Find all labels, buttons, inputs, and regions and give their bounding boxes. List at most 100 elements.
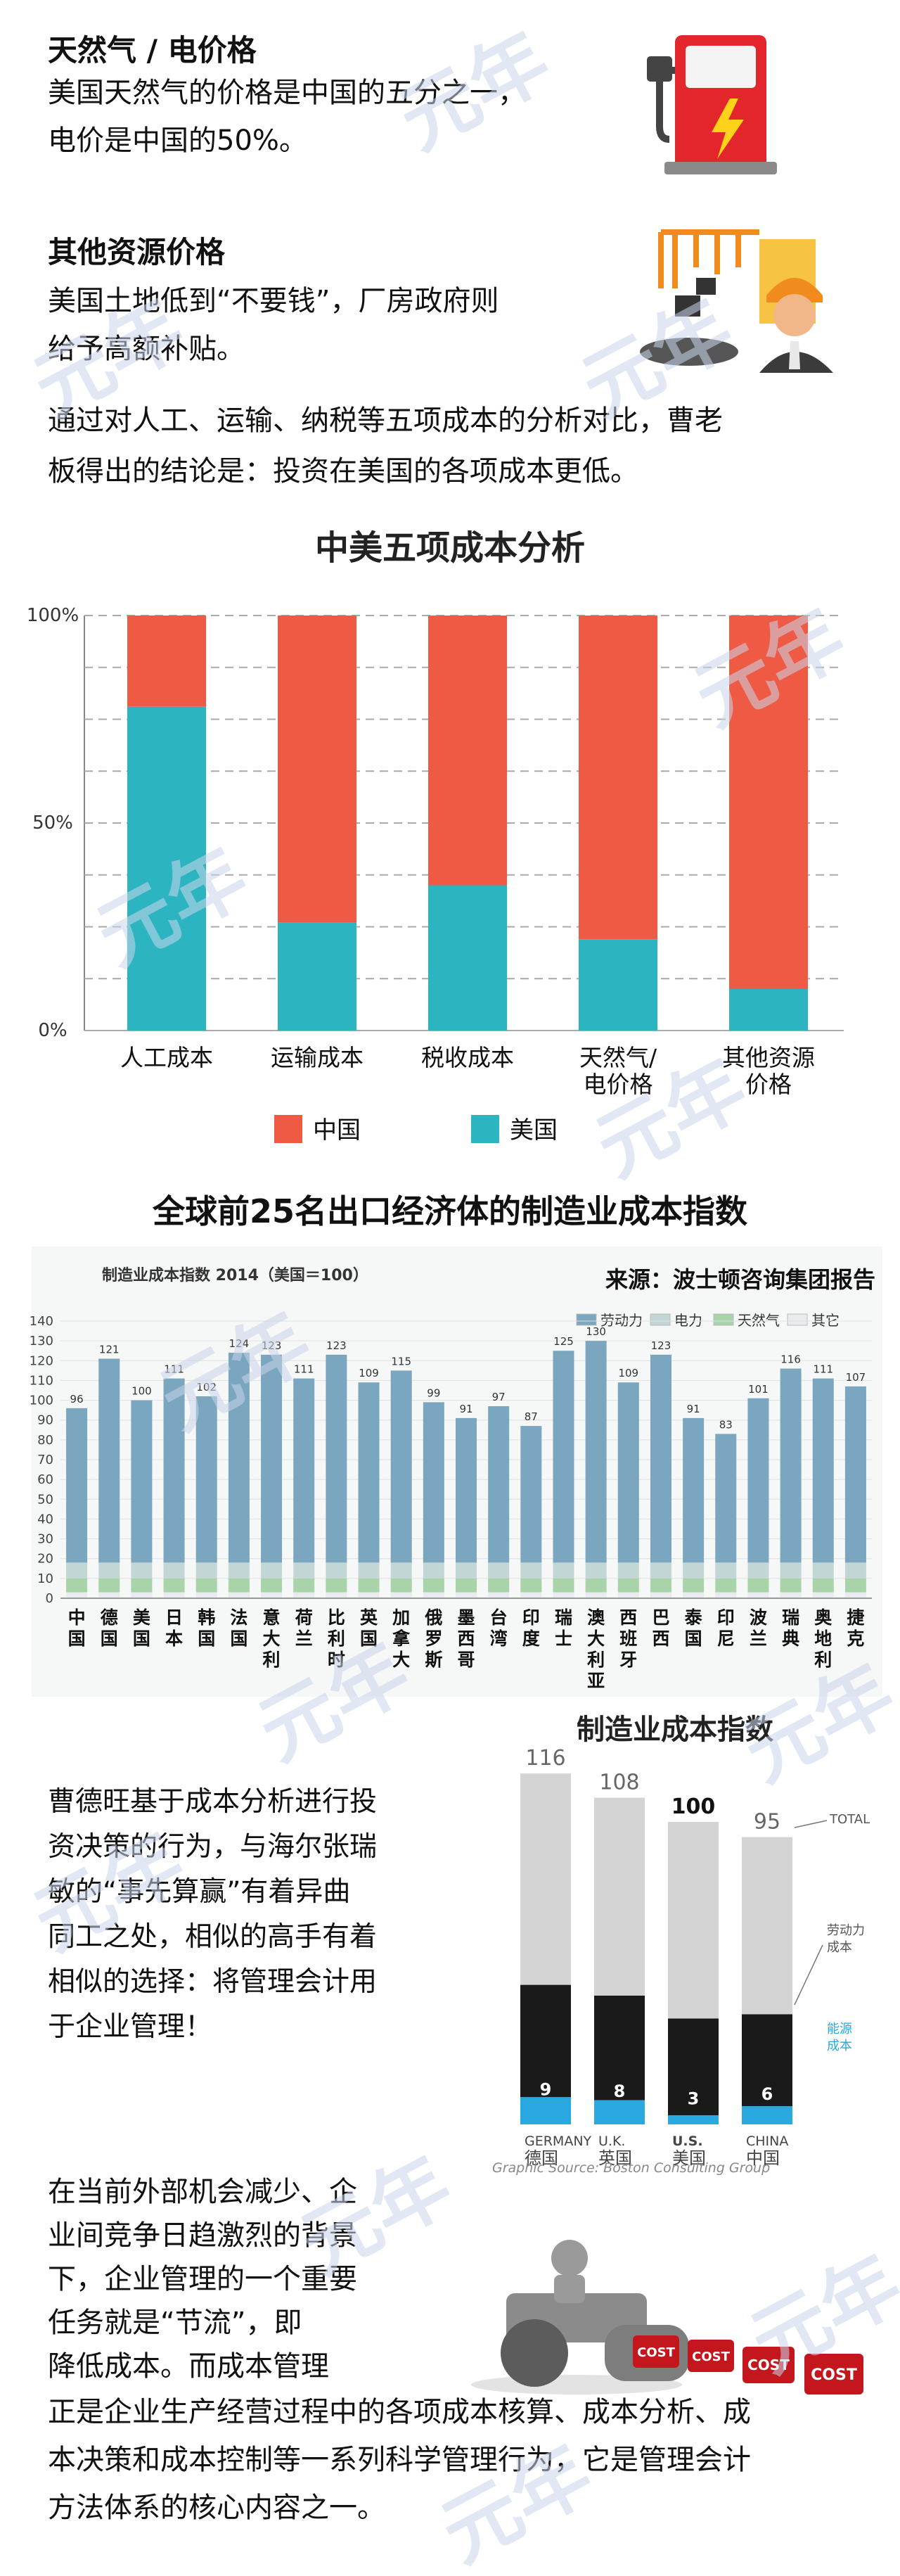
bar-segment-electricity — [228, 1562, 250, 1579]
x-tick-label-zh: 英国 — [598, 2148, 632, 2168]
bar-value-label: 99 — [427, 1386, 440, 1399]
bar-segment-labor — [66, 1408, 88, 1563]
bar-segment-other — [66, 1592, 88, 1598]
y-tick-label: 80 — [37, 1433, 53, 1448]
labor-annotation: 成本 — [827, 1940, 852, 1955]
bar-segment-gas — [715, 1578, 737, 1593]
x-tick-label-zh: 中国 — [746, 2148, 780, 2168]
x-tick-label: 奥 — [814, 1607, 832, 1628]
bar-segment-gas — [261, 1578, 283, 1593]
bar-segment-electricity — [844, 1562, 866, 1579]
x-tick-label: 加 — [392, 1607, 410, 1628]
conclusion-line-1: 通过对人工、运输、纳税等五项成本的分析对比，曹老 — [48, 404, 723, 437]
bar-segment-gas — [66, 1578, 88, 1593]
x-tick-label: 本 — [165, 1628, 183, 1649]
labor-annotation: 劳动力 — [827, 1923, 865, 1938]
bar-segment-other — [131, 1592, 153, 1598]
bar-segment-electricity — [163, 1562, 185, 1579]
bar-segment-electricity — [456, 1562, 477, 1579]
svg-text:COST: COST — [637, 2345, 675, 2360]
bar-segment-electricity — [488, 1562, 510, 1579]
cost-block: COST — [688, 2340, 734, 2372]
x-tick-label: 巴 — [652, 1607, 669, 1628]
bar-segment-electricity — [617, 1562, 639, 1579]
bar-segment-other — [585, 1592, 607, 1598]
bar-segment-electricity — [261, 1562, 283, 1579]
x-tick-label: 国 — [685, 1628, 702, 1649]
bar-china — [579, 616, 657, 940]
bar-segment-labor — [683, 1417, 705, 1563]
bar-segment-labor — [844, 1386, 866, 1563]
closing-line: 业间竞争日趋激烈的背景 — [48, 2219, 357, 2252]
total-value-label: 100 — [671, 1794, 716, 1819]
x-tick-label-en: U.K. — [598, 2134, 625, 2149]
bar-segment-other — [715, 1592, 737, 1598]
legend-swatch-china — [274, 1115, 302, 1143]
gas-pump-icon — [647, 35, 777, 174]
bar-segment-gas — [812, 1578, 834, 1593]
bar-segment-gas — [520, 1578, 542, 1593]
bar-us — [278, 922, 356, 1031]
x-tick-label: 泰 — [685, 1607, 703, 1628]
closing-line: 任务就是“节流”，即 — [48, 2307, 302, 2339]
y-tick-label: 100% — [27, 605, 79, 626]
bar-segment-gas — [358, 1578, 380, 1593]
bar-segment-labor — [650, 1354, 671, 1563]
bar-segment-labor — [228, 1353, 250, 1563]
x-tick-label: 瑞 — [555, 1607, 572, 1628]
x-tick-label: 国 — [133, 1628, 150, 1649]
x-tick-label: 利 — [328, 1628, 345, 1649]
bar-segment-electricity — [812, 1562, 834, 1579]
x-tick-label: 大 — [392, 1650, 410, 1670]
chart-title: 全球前25名出口经济体的制造业成本指数 — [152, 1192, 747, 1230]
legend-swatch-us — [471, 1115, 499, 1143]
bar-segment-gas — [617, 1578, 639, 1593]
x-tick-label: 税收成本 — [421, 1044, 514, 1071]
svg-text:COST: COST — [692, 2349, 730, 2364]
bar-value-label: 111 — [164, 1363, 184, 1376]
bar-energy — [520, 2097, 571, 2124]
x-tick-label: 西 — [619, 1607, 637, 1628]
x-tick-label: 士 — [555, 1628, 572, 1649]
bar-value-label: 109 — [359, 1367, 379, 1379]
energy-value-label: 8 — [614, 2081, 626, 2101]
bar-segment-electricity — [585, 1562, 607, 1579]
bar-china — [729, 616, 808, 989]
bar-segment-other — [747, 1592, 769, 1598]
china-us-cost-chart: 中美五项成本分析 100% 50% 0% 人工成本 运输成本 税收成本 天然气/电价格 其他资源… — [27, 528, 844, 1144]
decision-text-line: 资决策的行为，与海尔张瑞 — [48, 1831, 378, 1863]
x-tick-label: 意 — [263, 1607, 281, 1628]
legend-swatch — [713, 1313, 734, 1326]
bar-segment-electricity — [423, 1562, 444, 1579]
y-tick-label: 130 — [30, 1334, 53, 1348]
closing-line: 本决策和成本控制等一系列科学管理行为，它是管理会计 — [48, 2444, 751, 2476]
chart-title: 制造业成本指数 — [577, 1714, 773, 1746]
gas-section-title: 天然气 / 电价格 — [48, 33, 257, 68]
bar-value-label: 91 — [687, 1403, 700, 1415]
bar-segment-labor — [390, 1370, 412, 1563]
bar-value-label: 111 — [813, 1363, 833, 1376]
decision-text: 曹德旺基于成本分析进行投 资决策的行为，与海尔张瑞 敏的“事先算赢”有着异曲 同… — [48, 1780, 377, 2050]
x-tick-label-en: U.S. — [672, 2134, 703, 2149]
y-tick-label: 70 — [37, 1453, 53, 1467]
x-tick-label: 美 — [133, 1607, 150, 1628]
bar-china — [127, 616, 206, 707]
bar-labor — [668, 2018, 719, 2116]
x-tick-label: 俄 — [424, 1607, 442, 1628]
bar-segment-other — [293, 1592, 315, 1598]
x-tick-label: 荷 — [295, 1607, 313, 1628]
bar-labor — [594, 1995, 645, 2100]
bar-segment-other — [228, 1592, 250, 1598]
cost-block: COST — [742, 2347, 795, 2383]
bar-segment-labor — [585, 1341, 607, 1563]
closing-line: 正是企业生产经营过程中的各项成本核算、成本分析、成 — [48, 2396, 751, 2428]
bar-segment-gas — [650, 1578, 671, 1593]
bar-segment-other — [423, 1592, 444, 1598]
bar-segment-gas — [195, 1578, 217, 1593]
x-tick-label: 波 — [750, 1607, 768, 1628]
bar-segment-gas — [293, 1578, 315, 1593]
bar-segment-other — [326, 1592, 347, 1598]
bar-value-label: 124 — [229, 1337, 250, 1350]
bar-segment-gas — [683, 1578, 705, 1593]
x-tick-label: 捷 — [847, 1607, 864, 1628]
